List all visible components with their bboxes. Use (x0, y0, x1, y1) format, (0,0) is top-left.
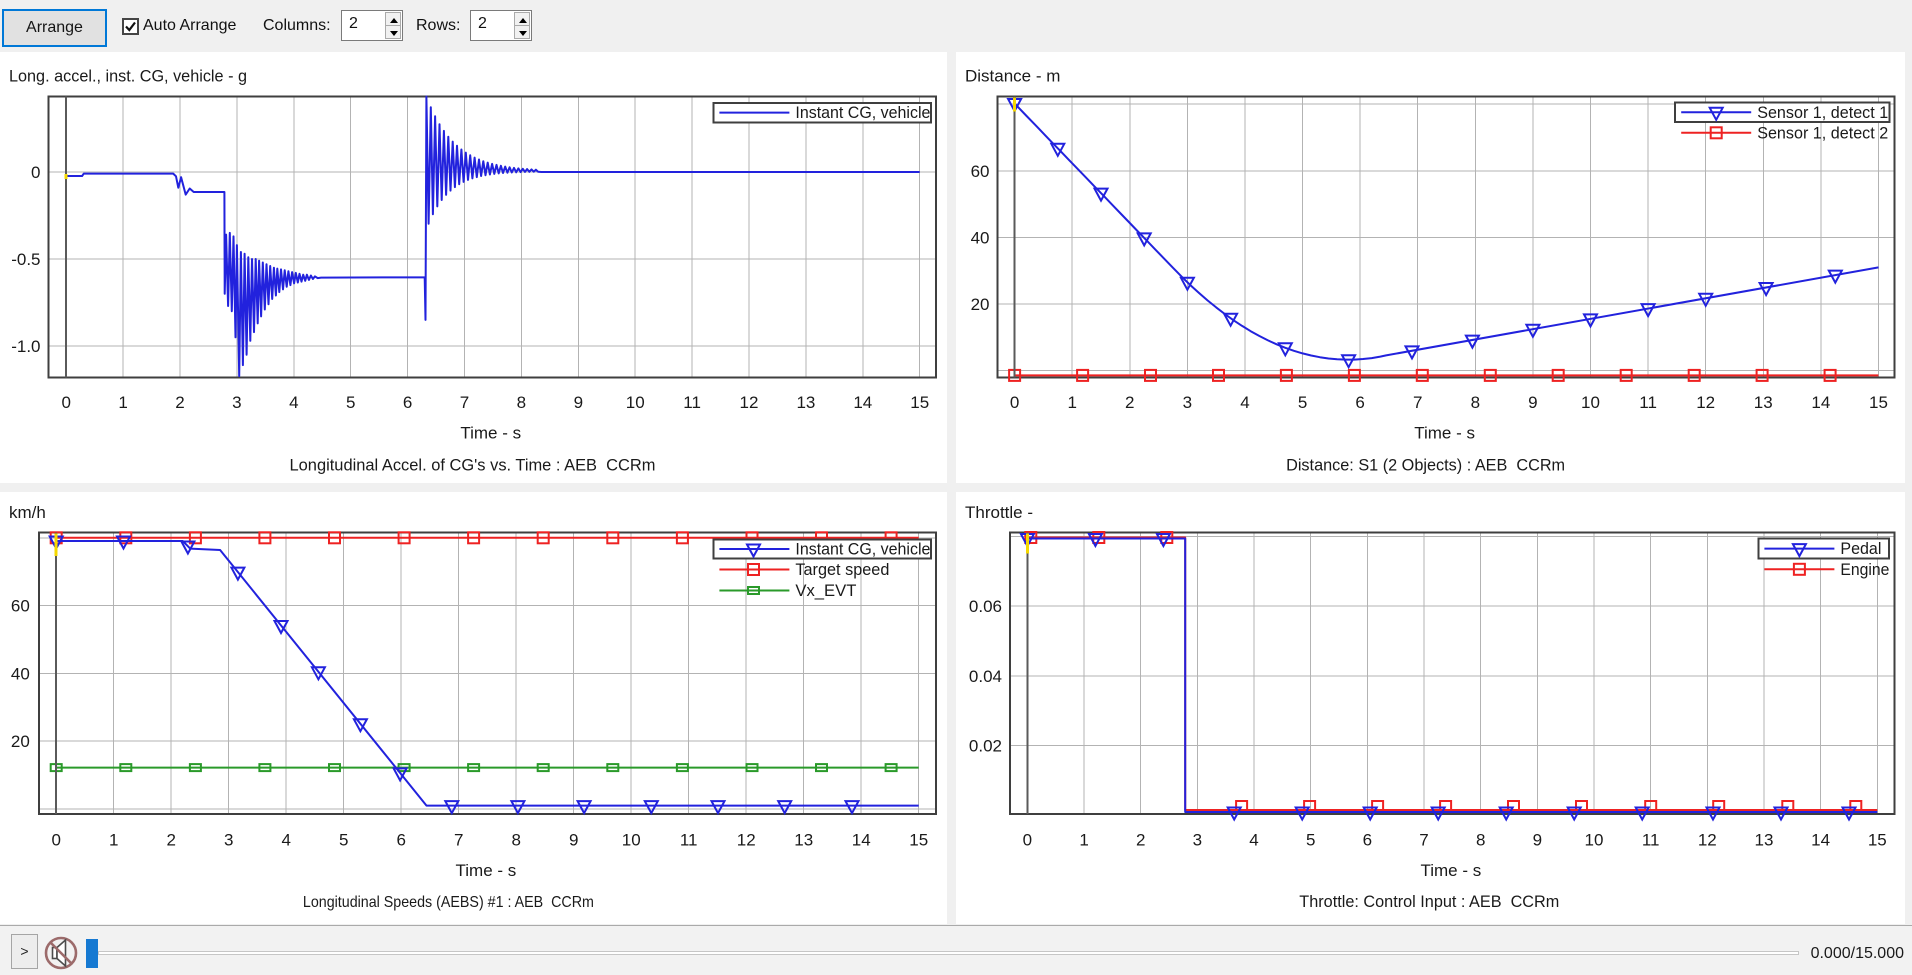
svg-text:9: 9 (569, 831, 578, 850)
svg-text:0: 0 (61, 393, 70, 412)
svg-text:6: 6 (1355, 393, 1364, 412)
svg-text:5: 5 (1306, 831, 1315, 850)
svg-text:10: 10 (1585, 831, 1604, 850)
svg-text:4: 4 (1249, 831, 1258, 850)
svg-text:8: 8 (517, 393, 526, 412)
svg-text:2: 2 (1125, 393, 1134, 412)
svg-text:2: 2 (175, 393, 184, 412)
svg-text:14: 14 (853, 393, 872, 412)
svg-text:7: 7 (460, 393, 469, 412)
svg-text:11: 11 (1642, 831, 1660, 850)
svg-text:1: 1 (118, 393, 127, 412)
svg-text:3: 3 (1193, 831, 1202, 850)
svg-text:15: 15 (909, 831, 928, 850)
svg-text:11: 11 (680, 831, 698, 850)
svg-text:15: 15 (1869, 393, 1888, 412)
svg-text:1: 1 (1067, 393, 1076, 412)
svg-text:Sensor 1, detect 1: Sensor 1, detect 1 (1757, 103, 1888, 122)
svg-text:km/h: km/h (9, 503, 46, 522)
svg-text:Engine: Engine (1840, 560, 1889, 579)
svg-text:5: 5 (339, 831, 348, 850)
svg-text:10: 10 (622, 831, 641, 850)
svg-text:Distance: S1 (2 Objects) : AEB: Distance: S1 (2 Objects) : AEB CCRm (1286, 456, 1565, 475)
svg-text:10: 10 (1581, 393, 1600, 412)
svg-text:0.06: 0.06 (969, 597, 1002, 616)
svg-text:7: 7 (1413, 393, 1422, 412)
svg-text:12: 12 (740, 393, 759, 412)
svg-text:Time - s: Time - s (460, 424, 521, 443)
svg-text:14: 14 (1811, 831, 1830, 850)
svg-text:8: 8 (1471, 393, 1480, 412)
svg-text:9: 9 (1533, 831, 1542, 850)
svg-text:12: 12 (1696, 393, 1715, 412)
svg-text:Pedal: Pedal (1840, 539, 1881, 558)
svg-text:-0.5: -0.5 (11, 250, 40, 269)
svg-text:-1.0: -1.0 (11, 337, 40, 356)
svg-text:0: 0 (51, 831, 60, 850)
svg-text:Instant CG, vehicle: Instant CG, vehicle (795, 540, 930, 559)
svg-text:20: 20 (971, 295, 990, 314)
svg-text:7: 7 (454, 831, 463, 850)
svg-text:7: 7 (1419, 831, 1428, 850)
svg-text:12: 12 (737, 831, 756, 850)
svg-text:40: 40 (11, 664, 30, 683)
svg-text:6: 6 (1363, 831, 1372, 850)
svg-text:3: 3 (224, 831, 233, 850)
svg-text:60: 60 (11, 597, 30, 616)
svg-text:11: 11 (1639, 393, 1657, 412)
svg-text:Time - s: Time - s (1414, 424, 1475, 443)
svg-text:3: 3 (232, 393, 241, 412)
svg-text:40: 40 (971, 228, 990, 247)
svg-text:6: 6 (403, 393, 412, 412)
svg-text:Time - s: Time - s (1420, 861, 1481, 880)
svg-text:2: 2 (166, 831, 175, 850)
svg-text:4: 4 (281, 831, 290, 850)
svg-text:0: 0 (1023, 831, 1032, 850)
svg-text:1: 1 (109, 831, 118, 850)
svg-text:15: 15 (910, 393, 929, 412)
svg-text:8: 8 (1476, 831, 1485, 850)
svg-text:Longitudinal Accel. of CG's vs: Longitudinal Accel. of CG's vs. Time : A… (290, 456, 656, 475)
svg-text:60: 60 (971, 162, 990, 181)
svg-text:5: 5 (1298, 393, 1307, 412)
svg-text:3: 3 (1183, 393, 1192, 412)
svg-text:Long. accel., inst. CG, vehicl: Long. accel., inst. CG, vehicle - g (9, 67, 247, 86)
svg-text:20: 20 (11, 732, 30, 751)
svg-text:4: 4 (1240, 393, 1249, 412)
svg-text:14: 14 (852, 831, 871, 850)
svg-text:14: 14 (1811, 393, 1830, 412)
svg-text:Sensor 1, detect 2: Sensor 1, detect 2 (1757, 123, 1888, 142)
svg-text:Longitudinal Speeds (AEBS) #1: Longitudinal Speeds (AEBS) #1 : AEB CCRm (303, 894, 594, 911)
svg-text:13: 13 (1754, 393, 1773, 412)
svg-text:10: 10 (626, 393, 645, 412)
svg-text:Throttle: Control Input : AEB: Throttle: Control Input : AEB CCRm (1299, 892, 1559, 911)
svg-text:2: 2 (1136, 831, 1145, 850)
svg-text:Target speed: Target speed (795, 560, 889, 579)
svg-text:13: 13 (1755, 831, 1774, 850)
svg-text:0: 0 (1010, 393, 1019, 412)
svg-text:0.04: 0.04 (969, 667, 1002, 686)
svg-text:Distance - m: Distance - m (965, 67, 1060, 86)
svg-text:13: 13 (796, 393, 815, 412)
svg-text:5: 5 (346, 393, 355, 412)
svg-text:1: 1 (1079, 831, 1088, 850)
svg-text:11: 11 (683, 393, 701, 412)
svg-text:8: 8 (511, 831, 520, 850)
svg-text:9: 9 (574, 393, 583, 412)
svg-text:0.02: 0.02 (969, 736, 1002, 755)
svg-text:9: 9 (1528, 393, 1537, 412)
svg-text:Time - s: Time - s (456, 861, 517, 880)
svg-text:Throttle -: Throttle - (965, 503, 1033, 522)
svg-text:13: 13 (794, 831, 813, 850)
svg-text:15: 15 (1868, 831, 1887, 850)
svg-text:0: 0 (31, 163, 40, 182)
svg-text:Instant CG, vehicle: Instant CG, vehicle (795, 103, 930, 122)
svg-text:Vx_EVT: Vx_EVT (795, 581, 856, 600)
svg-text:6: 6 (396, 831, 405, 850)
svg-text:4: 4 (289, 393, 298, 412)
svg-text:12: 12 (1698, 831, 1717, 850)
